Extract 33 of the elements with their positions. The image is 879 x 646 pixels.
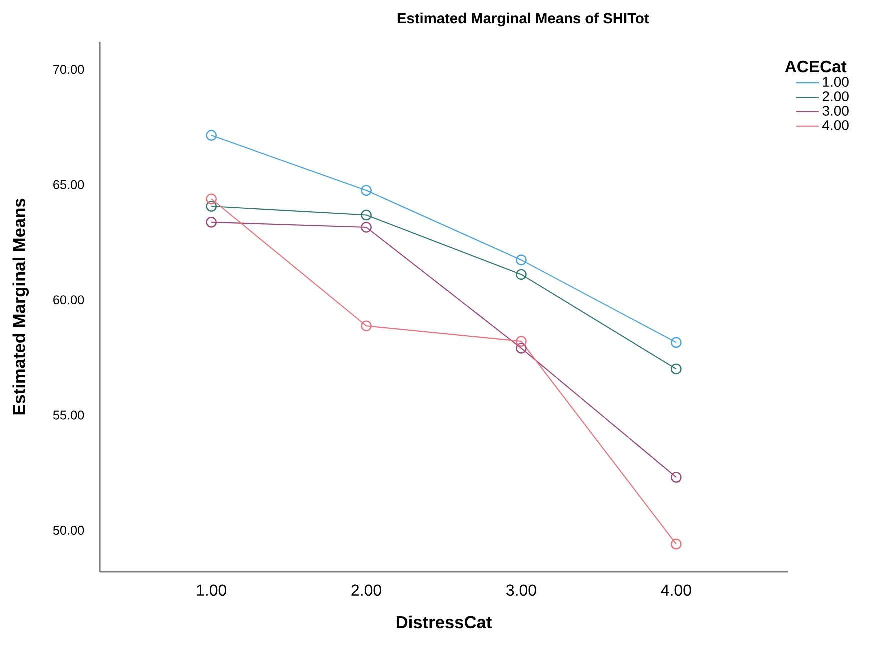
point xyxy=(671,472,682,483)
point xyxy=(516,269,527,280)
point xyxy=(671,364,682,375)
y-axis-title: Estimated Marginal Means xyxy=(12,198,30,415)
point xyxy=(671,337,682,348)
x-tick-label: 2.00 xyxy=(352,584,382,596)
point xyxy=(516,343,527,354)
legend-label: 3.00 xyxy=(822,106,849,116)
point xyxy=(361,320,372,332)
point xyxy=(516,336,527,347)
y-tick-label: 70.00 xyxy=(54,65,84,74)
x-axis-title: DistressCat xyxy=(396,616,492,629)
legend-label: 2.00 xyxy=(822,92,849,102)
x-tick-label: 1.00 xyxy=(197,584,227,596)
point xyxy=(361,222,372,233)
point xyxy=(206,194,217,205)
chart-title: Estimated Marginal Means of SHITot xyxy=(398,12,650,27)
point xyxy=(516,254,527,266)
point xyxy=(206,201,217,212)
y-tick-label: 65.00 xyxy=(54,180,84,190)
y-tick-label: 60.00 xyxy=(54,296,84,305)
point xyxy=(361,185,372,196)
point xyxy=(206,130,217,141)
point xyxy=(206,217,217,228)
legend-label: 1.00 xyxy=(823,77,849,88)
point xyxy=(361,210,372,221)
legend-title: ACECat xyxy=(785,60,847,73)
y-tick-label: 50.00 xyxy=(53,526,84,535)
point xyxy=(671,538,682,550)
x-tick-label: 3.00 xyxy=(506,584,536,596)
x-tick-label: 4.00 xyxy=(661,584,692,596)
legend-label: 4.00 xyxy=(822,120,849,130)
y-tick-label: 55.00 xyxy=(53,410,84,420)
